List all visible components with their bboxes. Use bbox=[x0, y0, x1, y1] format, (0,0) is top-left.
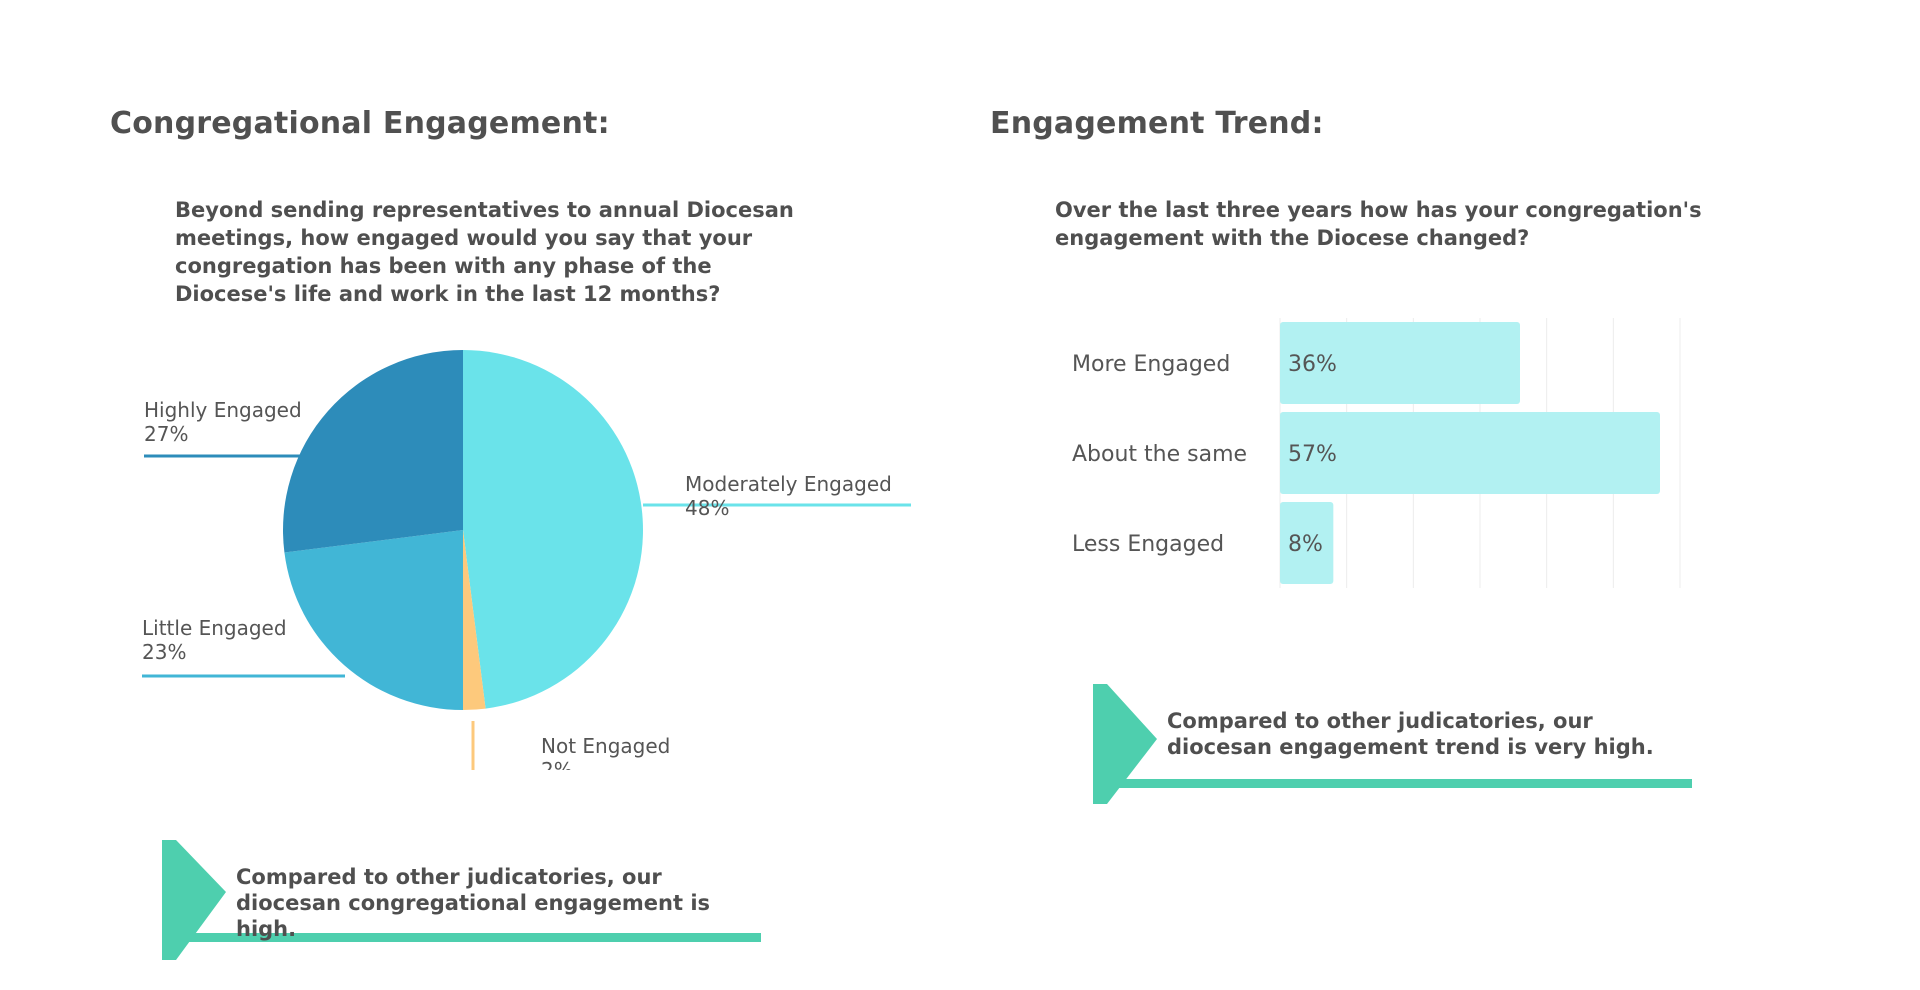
right-panel-question: Over the last three years how has your c… bbox=[1055, 198, 1702, 250]
pie-label-moderately-engaged: Moderately Engaged bbox=[685, 472, 892, 496]
pie-value-moderately-engaged: 48% bbox=[685, 496, 729, 520]
leader-line-not-engaged bbox=[471, 721, 475, 770]
engagement-trend-bar-chart: More Engaged 36% About the same 57% Less Eng… bbox=[1072, 318, 1681, 588]
pie-slice-highly-engaged bbox=[283, 350, 463, 553]
pie-value-highly-engaged: 27% bbox=[144, 422, 188, 446]
pie-slice-not-engaged bbox=[463, 530, 486, 710]
right-panel-title: Engagement Trend: bbox=[990, 106, 1324, 141]
callout-arrow-icon bbox=[162, 840, 761, 960]
pie-slice-moderately-engaged bbox=[463, 350, 643, 709]
bar-category-about-the-same: About the same bbox=[1072, 442, 1247, 467]
bar-value-less-engaged: 8% bbox=[1288, 532, 1323, 557]
left-callout: Compared to other judicatories, our dioc… bbox=[162, 840, 762, 960]
bar-value-about-the-same: 57% bbox=[1288, 442, 1337, 467]
bar-about-the-same bbox=[1280, 412, 1660, 494]
right-callout-text: Compared to other judicatories, our dioc… bbox=[1167, 709, 1654, 759]
pie-label-little-engaged: Little Engaged bbox=[142, 616, 287, 640]
left-callout-text: Compared to other judicatories, our dioc… bbox=[236, 865, 711, 941]
bar-less-engaged bbox=[1280, 502, 1334, 584]
pie-label-highly-engaged: Highly Engaged bbox=[144, 398, 302, 422]
bar-category-less-engaged: Less Engaged bbox=[1072, 532, 1224, 557]
pie-label-not-engaged: Not Engaged bbox=[541, 734, 670, 758]
left-panel-title: Congregational Engagement: bbox=[110, 106, 610, 141]
bar-category-more-engaged: More Engaged bbox=[1072, 352, 1230, 377]
pie-slice-little-engaged bbox=[284, 530, 463, 710]
bar-value-more-engaged: 36% bbox=[1288, 352, 1337, 377]
left-panel-question: Beyond sending representatives to annual… bbox=[175, 198, 794, 306]
bar-more-engaged bbox=[1280, 322, 1520, 404]
pie-value-little-engaged: 23% bbox=[142, 640, 186, 664]
pie-value-not-engaged: 2% bbox=[541, 758, 573, 770]
callout-arrow-icon bbox=[1093, 684, 1692, 804]
right-callout: Compared to other judicatories, our dioc… bbox=[1093, 684, 1693, 804]
